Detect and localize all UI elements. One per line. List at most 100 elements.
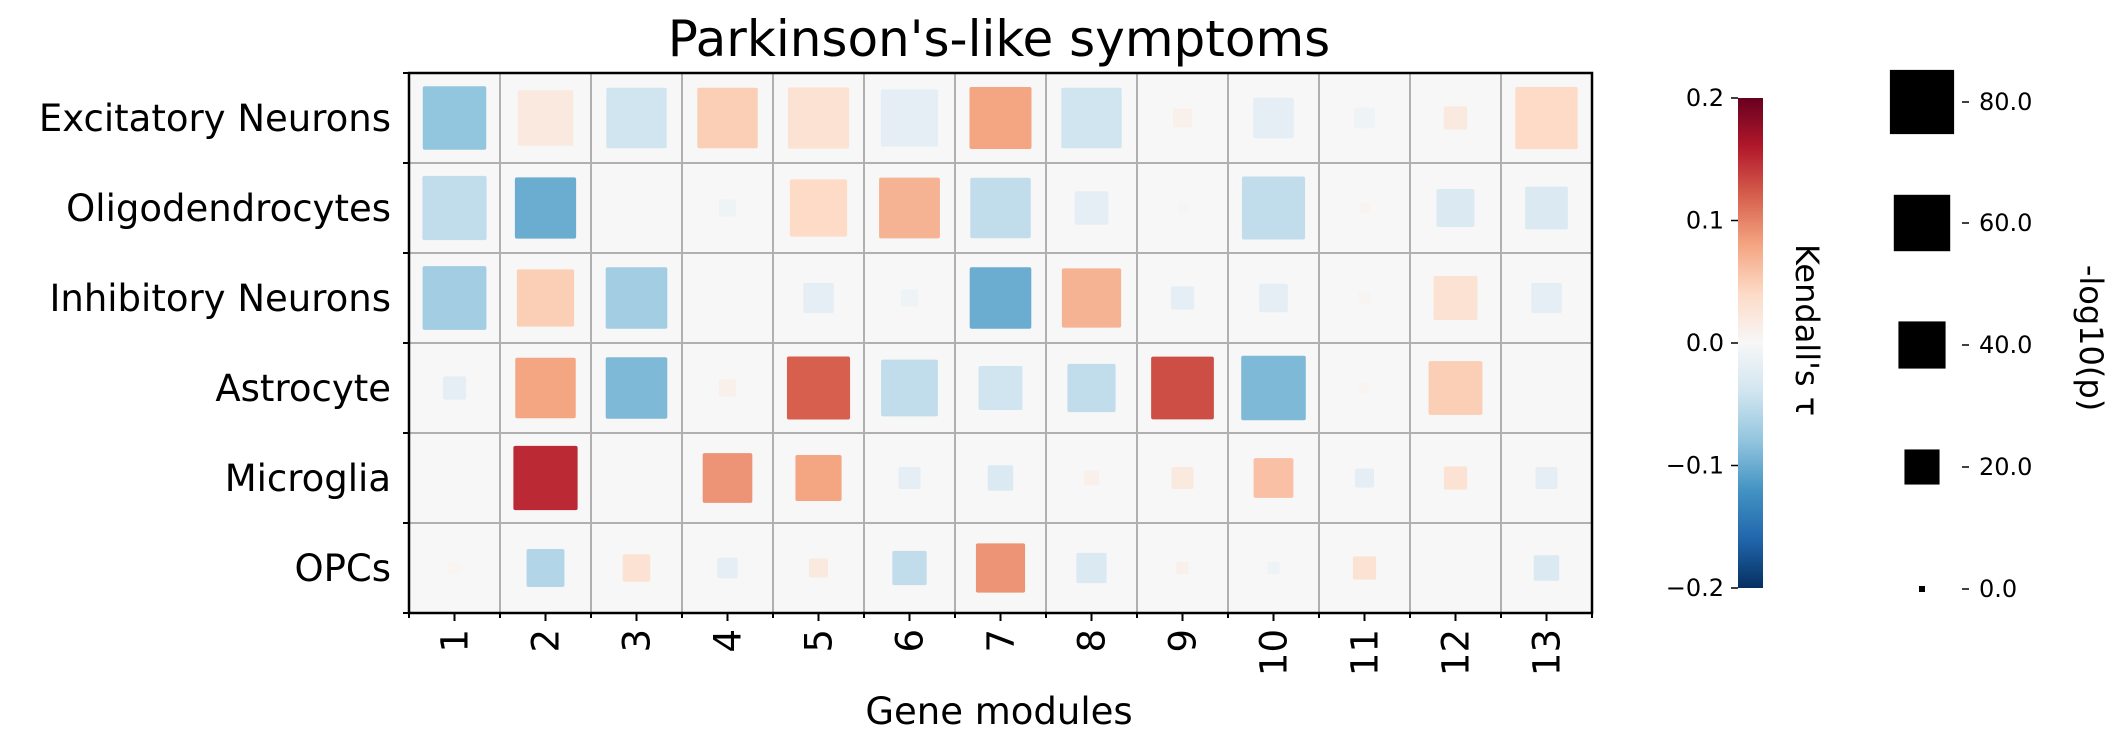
heatmap-cell-4-7 xyxy=(978,366,1023,410)
heatmap-cell-2-5 xyxy=(789,179,848,237)
heatmap-cell-1-13 xyxy=(1515,86,1578,150)
x-tick-label: 2 xyxy=(525,629,568,653)
heatmap-cell-4-5 xyxy=(786,356,851,420)
colorbar-gradient xyxy=(1738,98,1763,588)
heatmap-cell-6-13 xyxy=(1533,555,1560,581)
heatmap-cell-2-7 xyxy=(970,177,1031,239)
heatmap-cell-1-6 xyxy=(880,89,939,147)
heatmap-cell-1-11 xyxy=(1354,107,1375,129)
heatmap-cell-1-10 xyxy=(1253,97,1294,139)
heatmap-cell-1-9 xyxy=(1172,108,1193,128)
heatmap-cell-5-4 xyxy=(702,453,753,503)
y-tick-label: Inhibitory Neurons xyxy=(49,277,391,320)
heatmap-cell-6-10 xyxy=(1267,561,1280,575)
heatmap-cell-4-10 xyxy=(1241,355,1306,421)
heatmap-cell-5-2 xyxy=(513,445,578,511)
heatmap-cell-5-13 xyxy=(1535,467,1558,489)
x-tick-label: 7 xyxy=(980,629,1023,653)
heatmap-cell-4-2 xyxy=(515,357,576,419)
heatmap-cell-3-3 xyxy=(605,267,668,329)
x-tick-label: 5 xyxy=(798,629,841,653)
colorbar-label: Kendall's τ xyxy=(1788,244,1826,416)
heatmap-cell-1-4 xyxy=(697,87,758,149)
colorbar-tick-label: 0.1 xyxy=(1686,207,1724,235)
heatmap-cell-1-12 xyxy=(1443,106,1468,130)
size-legend-entry-label: 40.0 xyxy=(1979,331,2032,359)
x-tick-label: 8 xyxy=(1071,629,1114,653)
heatmap-cell-6-7 xyxy=(975,543,1026,593)
x-tick-label: 13 xyxy=(1526,629,1569,676)
colorbar-tick-label: −0.2 xyxy=(1666,574,1724,602)
heatmap-cell-2-2 xyxy=(514,177,577,239)
heatmap-cell-3-1 xyxy=(422,266,487,330)
heatmap-cell-5-5 xyxy=(795,454,842,502)
x-tick-label: 9 xyxy=(1162,629,1205,653)
size-legend-label: -log10(p) xyxy=(2072,265,2110,411)
heatmap-cell-4-9 xyxy=(1151,356,1214,420)
heatmap-cell-6-9 xyxy=(1176,561,1189,575)
chart-title: Parkinson's-like symptoms xyxy=(668,10,1330,68)
size-legend-marker xyxy=(1898,321,1946,369)
heatmap-cell-2-4 xyxy=(718,199,737,217)
heatmap-cell-2-6 xyxy=(879,177,940,239)
x-tick-label: 3 xyxy=(616,629,659,653)
y-tick-label: Excitatory Neurons xyxy=(39,97,391,140)
heatmap-cell-5-6 xyxy=(898,467,921,489)
heatmap-cell-5-7 xyxy=(987,465,1014,491)
heatmap-cell-6-6 xyxy=(892,550,927,586)
heatmap-cell-2-11 xyxy=(1359,202,1370,214)
heatmap-cell-4-6 xyxy=(881,359,938,417)
x-axis-label: Gene modules xyxy=(865,690,1132,733)
heatmap-cell-2-8 xyxy=(1074,191,1109,225)
heatmap-cell-6-11 xyxy=(1352,556,1377,580)
x-tick-label: 4 xyxy=(707,629,750,653)
heatmap-cell-4-1 xyxy=(442,376,467,400)
heatmap-cell-4-12 xyxy=(1428,361,1483,415)
heatmap-cell-2-9 xyxy=(1177,202,1188,214)
heatmap-cell-6-2 xyxy=(526,549,565,587)
heatmap-cell-1-2 xyxy=(517,90,574,146)
heatmap-cell-1-7 xyxy=(969,87,1032,149)
heatmap-cell-6-4 xyxy=(717,557,738,579)
size-legend-marker xyxy=(1919,586,1925,592)
heatmap-cell-1-3 xyxy=(606,87,667,149)
heatmap-cell-4-8 xyxy=(1067,363,1116,413)
x-tick-label: 1 xyxy=(434,629,477,653)
heatmap-cell-1-8 xyxy=(1061,87,1122,149)
heatmap-plot-area: Excitatory Neurons Oligodendrocytes Inhibi… xyxy=(39,71,1594,676)
heatmap-cell-3-13 xyxy=(1531,282,1562,314)
x-tick-label: 12 xyxy=(1435,629,1478,676)
y-tick-label: Astrocyte xyxy=(215,367,391,410)
heatmap-cell-3-4 xyxy=(723,293,732,303)
y-tick-label: OPCs xyxy=(294,547,391,590)
size-legend-marker xyxy=(1893,194,1951,252)
heatmap-cell-3-8 xyxy=(1061,268,1122,328)
colorbar-tick-label: 0.0 xyxy=(1686,329,1724,357)
heatmap-cell-5-9 xyxy=(1171,467,1194,489)
heatmap-cell-6-1 xyxy=(448,561,461,575)
size-legend-entry-label: 60.0 xyxy=(1979,209,2032,237)
x-tick-label: 10 xyxy=(1253,629,1296,676)
heatmap-cell-3-5 xyxy=(803,282,834,314)
y-tick-label: Microglia xyxy=(225,457,391,500)
heatmap-cell-4-4 xyxy=(718,379,737,397)
heatmap-cell-3-10 xyxy=(1259,283,1288,313)
colorbar-tick-label: 0.2 xyxy=(1686,84,1724,112)
colorbar: 0.2 0.1 0.0 −0.1 −0.2 xyxy=(1666,84,1763,602)
size-legend-entry-label: 80.0 xyxy=(1979,88,2032,116)
y-tick-label: Oligodendrocytes xyxy=(66,187,391,230)
heatmap-cell-6-8 xyxy=(1076,552,1107,584)
heatmap-cell-2-10 xyxy=(1241,176,1306,240)
heatmap-cell-1-1 xyxy=(422,86,487,150)
x-tick-label: 6 xyxy=(889,629,932,653)
heatmap-cell-4-11 xyxy=(1359,382,1370,394)
heatmap-cell-2-13 xyxy=(1525,186,1568,230)
heatmap-cell-5-11 xyxy=(1354,468,1375,488)
heatmap-cell-3-7 xyxy=(969,267,1032,329)
x-tick-label: 11 xyxy=(1344,629,1387,676)
size-legend-entry-label: 20.0 xyxy=(1979,453,2032,481)
size-legend-entry-label: 0.0 xyxy=(1979,575,2017,603)
colorbar-tick-label: −0.1 xyxy=(1666,452,1724,480)
heatmap-cell-3-9 xyxy=(1170,286,1195,310)
